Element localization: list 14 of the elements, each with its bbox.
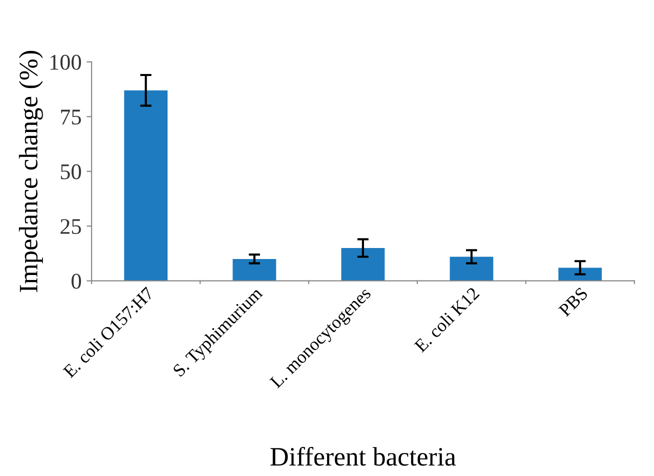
- y-tick-label: 50: [60, 164, 81, 180]
- y-tick-label: 75: [61, 110, 81, 125]
- bar: [124, 90, 168, 281]
- bar: [558, 268, 602, 281]
- x-tick-label: PBS: [558, 286, 588, 318]
- x-tick-label: E. coli K12: [413, 286, 480, 353]
- y-axis-title: Impedance change (%): [18, 50, 43, 292]
- x-axis-title: Different bacteria: [270, 446, 456, 466]
- y-tick-label: 0: [72, 274, 81, 289]
- y-tick-label: 100: [50, 54, 81, 70]
- bar: [232, 258, 276, 281]
- bar: [341, 248, 385, 281]
- bar: [450, 256, 494, 281]
- y-tick-label: 25: [60, 219, 81, 234]
